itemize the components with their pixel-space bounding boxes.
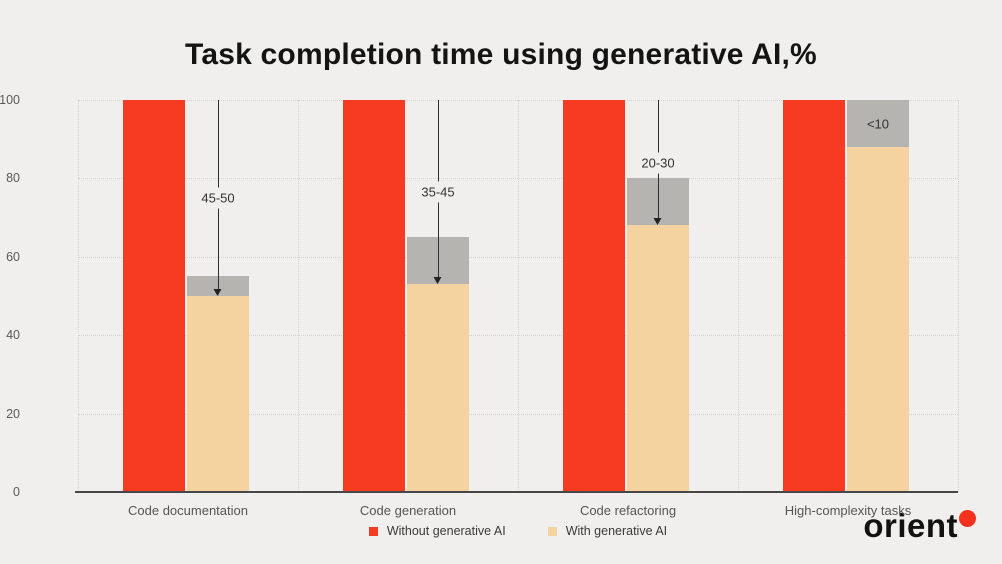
legend: Without generative AI With generative AI bbox=[78, 524, 958, 538]
x-category-label: Code documentation bbox=[128, 503, 248, 518]
y-tick-label: 40 bbox=[6, 328, 20, 343]
bar-without-generative-ai bbox=[563, 100, 625, 492]
annotation-arrowhead-icon bbox=[433, 277, 442, 285]
annotation-label: 45-50 bbox=[196, 187, 240, 209]
legend-swatch-with-ai bbox=[547, 526, 557, 536]
range-cap bbox=[847, 100, 909, 148]
orient-logo: orient bbox=[863, 508, 976, 544]
bar-without-generative-ai bbox=[123, 100, 185, 492]
x-category-label: Code generation bbox=[359, 503, 457, 518]
legend-label: With generative AI bbox=[565, 524, 668, 538]
annotation-label: 35-45 bbox=[416, 181, 460, 203]
chart-title: Task completion time using generative AI… bbox=[185, 38, 817, 71]
annotation-label: <10 bbox=[866, 116, 890, 132]
grid-line-v bbox=[78, 100, 79, 492]
annotation-label: 20-30 bbox=[636, 152, 680, 174]
bar-with-generative-ai bbox=[407, 284, 469, 492]
y-tick-label: 0 bbox=[13, 485, 20, 499]
logo-text: orient bbox=[863, 507, 958, 544]
legend-item-with-ai: With generative AI bbox=[547, 524, 668, 538]
grid-line-v bbox=[738, 100, 739, 492]
logo-dot-icon bbox=[959, 510, 976, 527]
bar-without-generative-ai bbox=[343, 100, 405, 492]
plot-area: 0 20 40 60 80 100 45-50 35-45 20-30 <10 bbox=[0, 93, 959, 499]
bar-with-generative-ai bbox=[187, 296, 249, 492]
y-tick-label: 100 bbox=[0, 93, 20, 107]
annotation-arrowhead-icon bbox=[213, 289, 222, 296]
annotation-arrowhead-icon bbox=[653, 218, 662, 226]
bar-without-generative-ai bbox=[783, 100, 845, 492]
legend-swatch-without-ai bbox=[368, 526, 378, 536]
grid-line-v bbox=[958, 100, 959, 492]
x-axis-line bbox=[75, 491, 958, 493]
x-category-label: Code refactoring bbox=[579, 503, 677, 518]
grid-line-v bbox=[518, 100, 519, 492]
x-category-label: High-complexity tasks bbox=[784, 503, 912, 518]
bar-with-generative-ai bbox=[847, 147, 909, 492]
legend-label: Without generative AI bbox=[386, 524, 506, 538]
legend-item-without-ai: Without generative AI bbox=[368, 524, 506, 538]
y-tick-label: 60 bbox=[6, 249, 20, 264]
grid-line-v bbox=[298, 100, 299, 492]
y-tick-label: 20 bbox=[6, 406, 20, 421]
y-tick-label: 80 bbox=[6, 171, 20, 186]
bar-with-generative-ai bbox=[627, 225, 689, 492]
